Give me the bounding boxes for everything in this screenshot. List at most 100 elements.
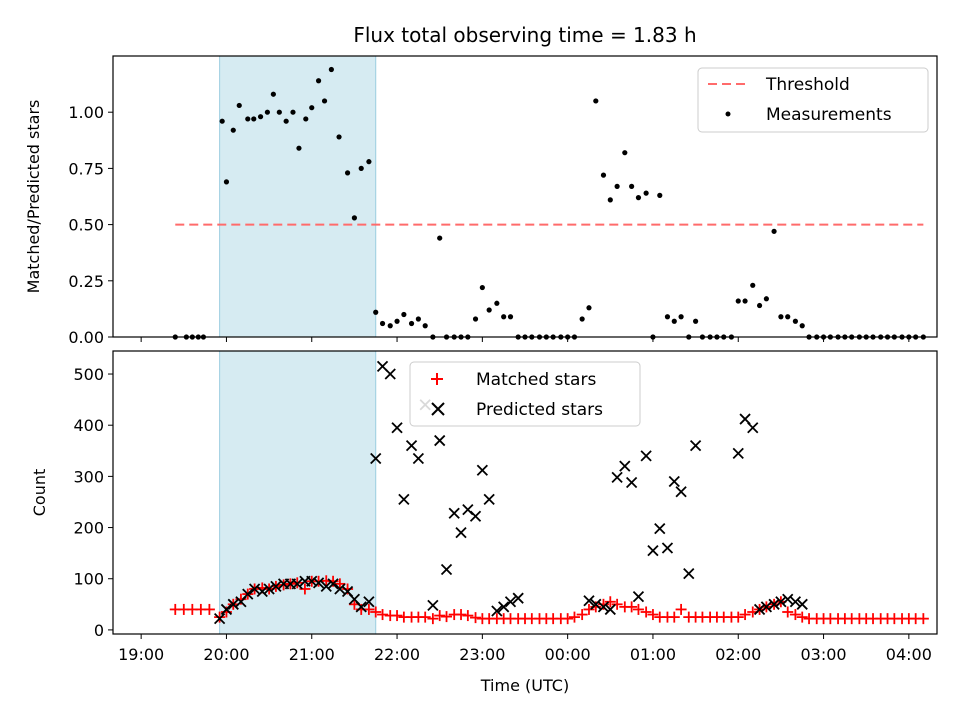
predicted-star-point xyxy=(263,583,275,595)
measurement-point xyxy=(251,116,257,122)
matched-star-point xyxy=(214,611,226,623)
matched-star-point xyxy=(668,611,680,623)
predicted-star-point xyxy=(320,580,332,593)
predicted-star-point xyxy=(370,452,382,465)
predicted-star-point xyxy=(796,598,808,610)
predicted-star-point xyxy=(242,588,254,600)
predicted-star-point xyxy=(455,527,467,539)
x-tick-label: 03:00 xyxy=(800,645,846,664)
matched-star-point xyxy=(647,609,659,621)
measurement-point xyxy=(479,284,485,291)
measurement-point xyxy=(236,102,242,109)
x-tick-label: 22:00 xyxy=(374,645,420,664)
measurement-point xyxy=(593,98,599,104)
matched-star-point xyxy=(334,578,346,590)
bottom-y-tick-label: 500 xyxy=(73,365,104,384)
measurement-point xyxy=(756,302,763,309)
bottom-y-ticks: 0 100 200 300 400 500 xyxy=(73,365,113,640)
predicted-star-point xyxy=(583,595,595,607)
measurement-point xyxy=(614,183,620,189)
matched-star-point xyxy=(604,596,616,608)
predicted-star-point xyxy=(619,460,631,472)
measurement-point xyxy=(336,134,342,140)
bottom-legend-box xyxy=(409,361,641,427)
matched-star-point xyxy=(576,609,588,621)
predicted-star-point xyxy=(632,591,645,603)
measurement-point xyxy=(664,314,671,320)
x-tick-label: 02:00 xyxy=(715,645,761,664)
measurement-point xyxy=(792,318,799,324)
x-tick-label: 04:00 xyxy=(886,645,932,664)
predicted-star-point xyxy=(334,583,346,595)
measurement-point xyxy=(373,309,379,315)
measurement-point xyxy=(270,91,276,97)
predicted-star-point xyxy=(789,596,802,608)
measurement-point xyxy=(358,165,364,171)
matched-star-point xyxy=(470,612,482,624)
measurement-point xyxy=(245,116,251,122)
matched-star-point xyxy=(370,606,382,618)
measurement-point xyxy=(629,183,635,189)
predicted-star-point xyxy=(476,464,488,476)
predicted-star-point xyxy=(270,580,282,593)
measurement-point xyxy=(223,179,230,185)
matched-star-point xyxy=(434,610,446,622)
measurement-point xyxy=(366,159,372,165)
top-legend: Threshold Measurements xyxy=(697,67,929,133)
predicted-star-point xyxy=(732,447,744,459)
matched-star-point xyxy=(739,609,751,621)
bottom-y-tick-label: 300 xyxy=(73,467,104,486)
bottom-panel: 0 100 200 300 400 500 19:00 20:00 21:00 22:00 23:… xyxy=(30,350,938,695)
predicted-star-point xyxy=(604,603,616,616)
measurement-point xyxy=(472,316,479,322)
measurement-point xyxy=(276,109,282,115)
legend-measurements-swatch xyxy=(725,111,731,117)
x-tick-label: 23:00 xyxy=(459,645,505,664)
legend-measurements-label: Measurements xyxy=(766,105,892,125)
predicted-star-point xyxy=(469,510,482,522)
observing-window-shade-bottom xyxy=(219,350,377,635)
predicted-star-point xyxy=(498,601,510,613)
matched-star-point xyxy=(568,611,580,623)
bottom-y-tick-label: 0 xyxy=(94,621,104,640)
measurement-point xyxy=(303,116,309,122)
top-x-ticks xyxy=(140,337,910,342)
measurement-point xyxy=(283,118,289,124)
bottom-y-tick-label: 200 xyxy=(73,519,104,538)
measurement-point xyxy=(635,195,642,201)
predicted-star-point xyxy=(391,422,403,434)
predicted-star-point xyxy=(384,368,396,380)
predicted-star-point xyxy=(327,578,339,590)
top-y-tick-label: 0.25 xyxy=(68,272,104,291)
predicted-star-point xyxy=(760,601,773,613)
legend-matched-label: Matched stars xyxy=(476,370,596,390)
top-y-ticks: 0.00 0.25 0.50 0.75 1.00 xyxy=(68,103,113,347)
legend-threshold-label: Threshold xyxy=(765,75,850,95)
measurement-point xyxy=(219,118,225,124)
predicted-star-point xyxy=(675,486,687,498)
matched-star-point xyxy=(675,603,687,615)
predicted-star-point xyxy=(227,598,239,610)
measurement-point xyxy=(351,215,357,221)
measurement-point xyxy=(600,172,607,178)
measurement-point xyxy=(415,316,421,322)
matched-star-point xyxy=(632,603,644,615)
top-y-tick-label: 0.50 xyxy=(68,216,104,235)
measurement-point xyxy=(230,127,236,133)
observing-window-shade-top xyxy=(219,55,377,338)
matched-star-point xyxy=(427,613,439,625)
x-tick-label: 00:00 xyxy=(545,645,591,664)
matched-star-point xyxy=(789,609,801,621)
measurement-point xyxy=(257,114,264,120)
predicted-star-point xyxy=(491,605,503,617)
predicted-star-point xyxy=(590,598,602,610)
predicted-star-point xyxy=(248,583,261,595)
measurement-point xyxy=(579,316,585,322)
measurement-point xyxy=(586,305,592,311)
predicted-star-point xyxy=(597,601,610,613)
predicted-star-point xyxy=(683,567,695,580)
measurement-point xyxy=(671,318,677,324)
predicted-star-point xyxy=(355,601,367,613)
matched-star-point xyxy=(419,611,431,623)
predicted-star-point xyxy=(661,542,674,554)
